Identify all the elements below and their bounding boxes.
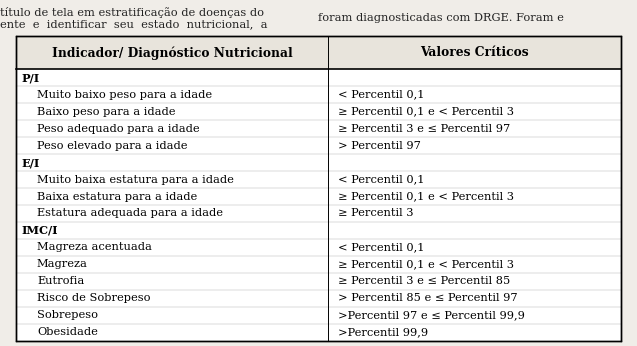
Bar xyxy=(16,36,621,69)
Text: > Percentil 85 e ≤ Percentil 97: > Percentil 85 e ≤ Percentil 97 xyxy=(338,293,517,303)
Text: Peso elevado para a idade: Peso elevado para a idade xyxy=(37,140,187,151)
Text: Magreza acentuada: Magreza acentuada xyxy=(37,243,152,253)
Text: ≥ Percentil 3: ≥ Percentil 3 xyxy=(338,209,413,218)
Text: Eutrofia: Eutrofia xyxy=(37,276,84,286)
Text: Magreza: Magreza xyxy=(37,260,88,270)
Text: Risco de Sobrepeso: Risco de Sobrepeso xyxy=(37,293,150,303)
Text: Indicador/ Diagnóstico Nutricional: Indicador/ Diagnóstico Nutricional xyxy=(52,46,292,60)
Text: < Percentil 0,1: < Percentil 0,1 xyxy=(338,90,424,100)
Text: Muito baixa estatura para a idade: Muito baixa estatura para a idade xyxy=(37,174,234,184)
Text: > Percentil 97: > Percentil 97 xyxy=(338,140,420,151)
Text: título de tela em estratificação de doenças do
ente  e  identificar  seu  estado: título de tela em estratificação de doen… xyxy=(0,7,268,29)
Text: IMC/I: IMC/I xyxy=(21,225,57,236)
Text: >Percentil 97 e ≤ Percentil 99,9: >Percentil 97 e ≤ Percentil 99,9 xyxy=(338,310,524,320)
Bar xyxy=(16,36,621,341)
Text: ≥ Percentil 3 e ≤ Percentil 97: ≥ Percentil 3 e ≤ Percentil 97 xyxy=(338,124,510,134)
Text: E/I: E/I xyxy=(21,157,39,168)
Text: P/I: P/I xyxy=(21,72,39,83)
Text: < Percentil 0,1: < Percentil 0,1 xyxy=(338,243,424,253)
Text: Estatura adequada para a idade: Estatura adequada para a idade xyxy=(37,209,223,218)
Text: Sobrepeso: Sobrepeso xyxy=(37,310,98,320)
Text: >Percentil 99,9: >Percentil 99,9 xyxy=(338,327,427,337)
Text: ≥ Percentil 3 e ≤ Percentil 85: ≥ Percentil 3 e ≤ Percentil 85 xyxy=(338,276,510,286)
Text: < Percentil 0,1: < Percentil 0,1 xyxy=(338,174,424,184)
Text: ≥ Percentil 0,1 e < Percentil 3: ≥ Percentil 0,1 e < Percentil 3 xyxy=(338,107,513,117)
Text: Baixo peso para a idade: Baixo peso para a idade xyxy=(37,107,175,117)
Text: ≥ Percentil 0,1 e < Percentil 3: ≥ Percentil 0,1 e < Percentil 3 xyxy=(338,192,513,201)
Text: ≥ Percentil 0,1 e < Percentil 3: ≥ Percentil 0,1 e < Percentil 3 xyxy=(338,260,513,270)
Text: Muito baixo peso para a idade: Muito baixo peso para a idade xyxy=(37,90,212,100)
Bar xyxy=(16,36,621,341)
Text: Valores Críticos: Valores Críticos xyxy=(420,46,529,59)
Text: foram diagnosticadas com DRGE. Foram e: foram diagnosticadas com DRGE. Foram e xyxy=(318,13,564,23)
Text: Obesidade: Obesidade xyxy=(37,327,98,337)
Text: Peso adequado para a idade: Peso adequado para a idade xyxy=(37,124,199,134)
Text: Baixa estatura para a idade: Baixa estatura para a idade xyxy=(37,192,197,201)
